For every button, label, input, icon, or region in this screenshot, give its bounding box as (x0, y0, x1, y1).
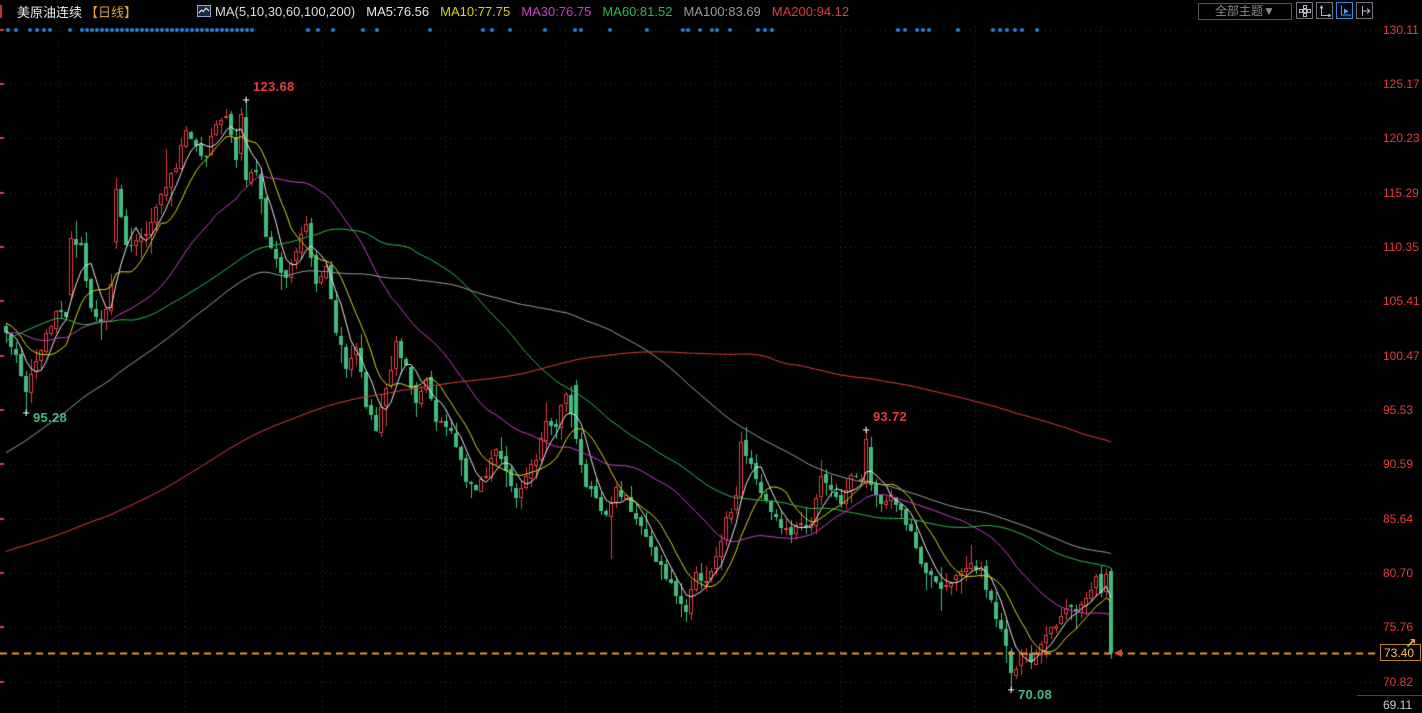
axis-label: 130.11 (1383, 22, 1419, 37)
chart-type-icon[interactable] (197, 5, 212, 17)
price-annotation: 123.68 (253, 79, 295, 95)
ma5-value: MA5:76.56 (366, 3, 430, 19)
axis-label: 105.41 (1383, 294, 1420, 309)
axis-label: 95.53 (1383, 403, 1414, 417)
ma-settings-label: MA(5,10,30,60,100,200) (215, 3, 356, 19)
move-icon (1298, 4, 1311, 17)
ma100-value: MA100:83.69 (683, 3, 761, 19)
current-price-value: 73.40 (1384, 645, 1415, 660)
extreme-cross-icon: + (242, 92, 250, 108)
theme-dropdown[interactable]: 全部主题▼ (1198, 3, 1292, 20)
axis-label: 70.82 (1383, 674, 1414, 689)
symbol-title: 美原油连续 (17, 4, 83, 20)
move-tool-button[interactable] (1296, 2, 1313, 19)
axis-min-label: 69.11 (1383, 698, 1413, 712)
axis-label: 85.64 (1383, 511, 1414, 526)
left-edge-tick (0, 5, 2, 18)
last-price-marker-icon (1114, 649, 1122, 658)
axis-label: 75.76 (1383, 620, 1414, 635)
axis-bottom-divider (1357, 695, 1422, 696)
extreme-cross-icon: + (22, 404, 30, 420)
pan-right-button[interactable] (1356, 2, 1373, 19)
axis-label: 110.35 (1383, 239, 1419, 254)
axis-label: 80.70 (1383, 566, 1414, 581)
price-annotation: 95.28 (33, 409, 68, 425)
axis-scale-button[interactable] (1316, 2, 1333, 19)
extreme-cross-icon: + (1007, 681, 1015, 697)
pan-right-icon (1361, 5, 1371, 16)
axis-label: 90.59 (1383, 457, 1414, 472)
current-price-label: 73.40 (1380, 644, 1421, 662)
period-label: 【日线】 (85, 4, 138, 20)
ma200-value: MA200:94.12 (771, 3, 850, 19)
ma60-value: MA60:81.52 (602, 3, 673, 19)
price-arrow-icon: ↗ (1405, 636, 1417, 653)
axis-label: 100.47 (1383, 348, 1420, 363)
ma10-value: MA10:77.75 (440, 3, 511, 19)
axis-scale-icon (1319, 4, 1331, 17)
price-annotation: 93.72 (873, 408, 908, 424)
ma30-value: MA30:76.75 (521, 3, 592, 19)
axis-label: 115.29 (1383, 185, 1419, 200)
auto-scroll-icon (1340, 5, 1351, 15)
axis-label: 125.17 (1383, 76, 1420, 91)
axis-label: 120.23 (1383, 131, 1420, 146)
price-annotation: 70.08 (1018, 686, 1053, 702)
top-bar: 美原油连续 【日线】 MA(5,10,30,60,100,200) MA5:76… (0, 0, 1422, 22)
extreme-cross-icon: + (862, 421, 870, 437)
auto-scroll-button[interactable] (1336, 2, 1353, 19)
